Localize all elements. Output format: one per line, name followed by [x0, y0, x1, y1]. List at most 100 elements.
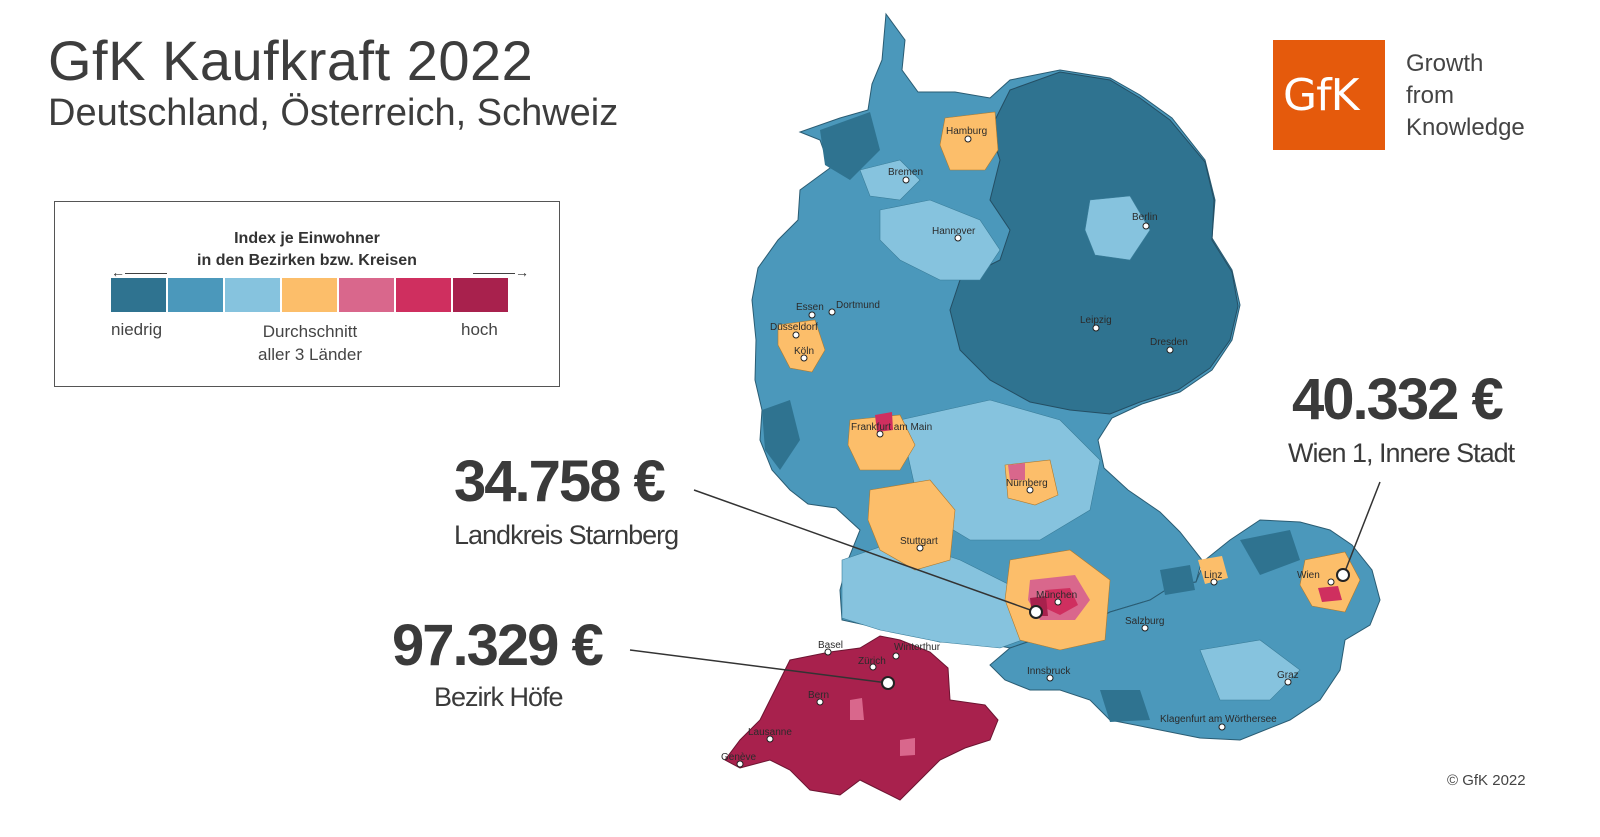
germany-light-region-3: [1084, 195, 1151, 261]
legend-high-label: hoch: [461, 320, 498, 339]
frankfurt-red-region: [875, 412, 893, 432]
city-marker-hamburg: Hamburg: [946, 126, 987, 143]
city-dot-icon: [1218, 723, 1226, 731]
legend-swatch-1: [111, 278, 166, 312]
city-dot-icon: [766, 735, 774, 743]
linz-orange-region: [1198, 556, 1228, 584]
city-label-berlin: Berlin: [1132, 212, 1158, 223]
callout-line-hoefe: [629, 649, 889, 684]
city-marker-dortmund: Dortmund: [828, 300, 880, 316]
city-label-hannover: Hannover: [932, 226, 976, 237]
city-label-dortmund: Dortmund: [836, 300, 880, 311]
city-label-innsbruck: Innsbruck: [1027, 666, 1071, 677]
city-marker-frankfurt: Frankfurt am Main: [851, 422, 932, 438]
legend-swatch-3: [225, 278, 280, 312]
city-dot-icon: [824, 648, 832, 656]
callout-hoefe-label: Bezirk Höfe: [434, 682, 564, 712]
city-dot-icon: [869, 663, 877, 671]
city-marker-leipzig: Leipzig: [1080, 315, 1112, 332]
city-dot-icon: [1210, 578, 1218, 586]
frankfurt-orange-region: [847, 414, 916, 471]
city-marker-essen: Essen: [796, 302, 824, 319]
city-label-klagenfurt: Klagenfurt am Wörthersee: [1160, 714, 1277, 725]
callout-point-starnberg: [1029, 605, 1043, 619]
austria-dark-patch-1: [1100, 690, 1150, 722]
city-marker-zuerich: Zürich: [858, 656, 886, 671]
city-dot-icon: [1166, 346, 1174, 354]
city-label-hamburg: Hamburg: [946, 126, 987, 137]
city-label-geneve: Genève: [721, 752, 756, 763]
city-marker-stuttgart: Stuttgart: [900, 536, 938, 552]
city-marker-innsbruck: Innsbruck: [1027, 666, 1071, 682]
germany-light-region-2: [859, 159, 921, 201]
city-marker-dresden: Dresden: [1150, 337, 1188, 354]
arrow-right-icon: ———→: [473, 264, 529, 280]
city-marker-bern: Bern: [808, 690, 829, 706]
city-label-salzburg: Salzburg: [1125, 616, 1164, 627]
city-marker-graz: Graz: [1277, 670, 1299, 686]
city-label-frankfurt: Frankfurt am Main: [851, 422, 932, 433]
vienna-red-region: [1318, 586, 1342, 602]
city-dot-icon: [828, 308, 836, 316]
stuttgart-orange-region: [867, 479, 956, 571]
city-label-wien: Wien: [1297, 570, 1320, 581]
city-label-graz: Graz: [1277, 670, 1299, 681]
city-label-winterthur: Winterthur: [894, 642, 941, 653]
city-marker-geneve: Genève: [721, 752, 756, 768]
city-dot-icon: [1054, 598, 1062, 606]
legend-low-label: niedrig: [111, 320, 163, 339]
city-marker-lausanne: Lausanne: [748, 727, 792, 743]
city-dot-icon: [964, 135, 972, 143]
callout-point-wien: [1336, 568, 1350, 582]
legend-color-scale: [111, 278, 510, 312]
legend-swatch-5: [339, 278, 394, 312]
city-label-nuernberg: Nürnberg: [1006, 478, 1048, 489]
city-label-stuttgart: Stuttgart: [900, 536, 938, 547]
city-marker-duesseldorf: Düsseldorf: [770, 322, 818, 339]
city-label-leipzig: Leipzig: [1080, 315, 1112, 326]
germany-light-region-1: [879, 199, 1001, 281]
city-label-duesseldorf: Düsseldorf: [770, 322, 818, 333]
city-label-dresden: Dresden: [1150, 337, 1188, 348]
gfk-logo-text: GfK: [1283, 70, 1359, 121]
legend-swatch-6: [396, 278, 451, 312]
city-dot-icon: [1026, 486, 1034, 494]
city-marker-hannover: Hannover: [932, 226, 976, 242]
city-label-basel: Basel: [818, 640, 843, 651]
arrow-left-icon: ←———: [111, 264, 167, 280]
city-label-essen: Essen: [796, 302, 824, 313]
page-title: GfK Kaufkraft 2022: [48, 29, 534, 92]
legend-swatch-2: [168, 278, 223, 312]
city-dot-icon: [736, 760, 744, 768]
muenchen-red-region: [1045, 588, 1078, 615]
city-label-bremen: Bremen: [888, 167, 923, 178]
city-marker-basel: Basel: [818, 640, 843, 656]
legend-title-line2: in den Bezirken bzw. Kreisen: [197, 252, 417, 269]
austria-dark-patch-2: [1160, 565, 1195, 595]
nuernberg-pink-region: [1008, 463, 1025, 480]
tagline-line-2: from: [1406, 82, 1454, 109]
city-label-koeln: Köln: [794, 346, 814, 357]
city-marker-berlin: Berlin: [1132, 212, 1158, 230]
city-marker-winterthur: Winterthur: [892, 642, 941, 660]
city-dot-icon: [1046, 674, 1054, 682]
logo-tagline: Growth from Knowledge: [1406, 48, 1525, 144]
city-label-muenchen: München: [1036, 590, 1077, 601]
city-marker-klagenfurt: Klagenfurt am Wörthersee: [1160, 714, 1277, 731]
callout-point-hoefe: [881, 676, 895, 690]
city-dot-icon: [1141, 624, 1149, 632]
callout-wien-label: Wien 1, Innere Stadt: [1288, 438, 1515, 468]
city-label-bern: Bern: [808, 690, 829, 701]
gfk-logo: GfK: [1273, 40, 1385, 150]
city-dot-icon: [1327, 578, 1335, 586]
legend-title: Index je Einwohner in den Bezirken bzw. …: [55, 228, 559, 272]
city-label-linz: Linz: [1204, 570, 1222, 581]
callout-starnberg-label: Landkreis Starnberg: [454, 520, 679, 550]
switzerland-pink-patch-2: [900, 738, 915, 756]
city-marker-linz: Linz: [1204, 570, 1222, 586]
city-marker-muenchen: München: [1036, 590, 1077, 606]
legend-avg-line1: Durchschnitt: [262, 322, 358, 341]
city-dot-icon: [808, 311, 816, 319]
austria-light-patch: [1199, 639, 1301, 701]
legend-avg-line2: aller 3 Länder: [258, 345, 362, 364]
